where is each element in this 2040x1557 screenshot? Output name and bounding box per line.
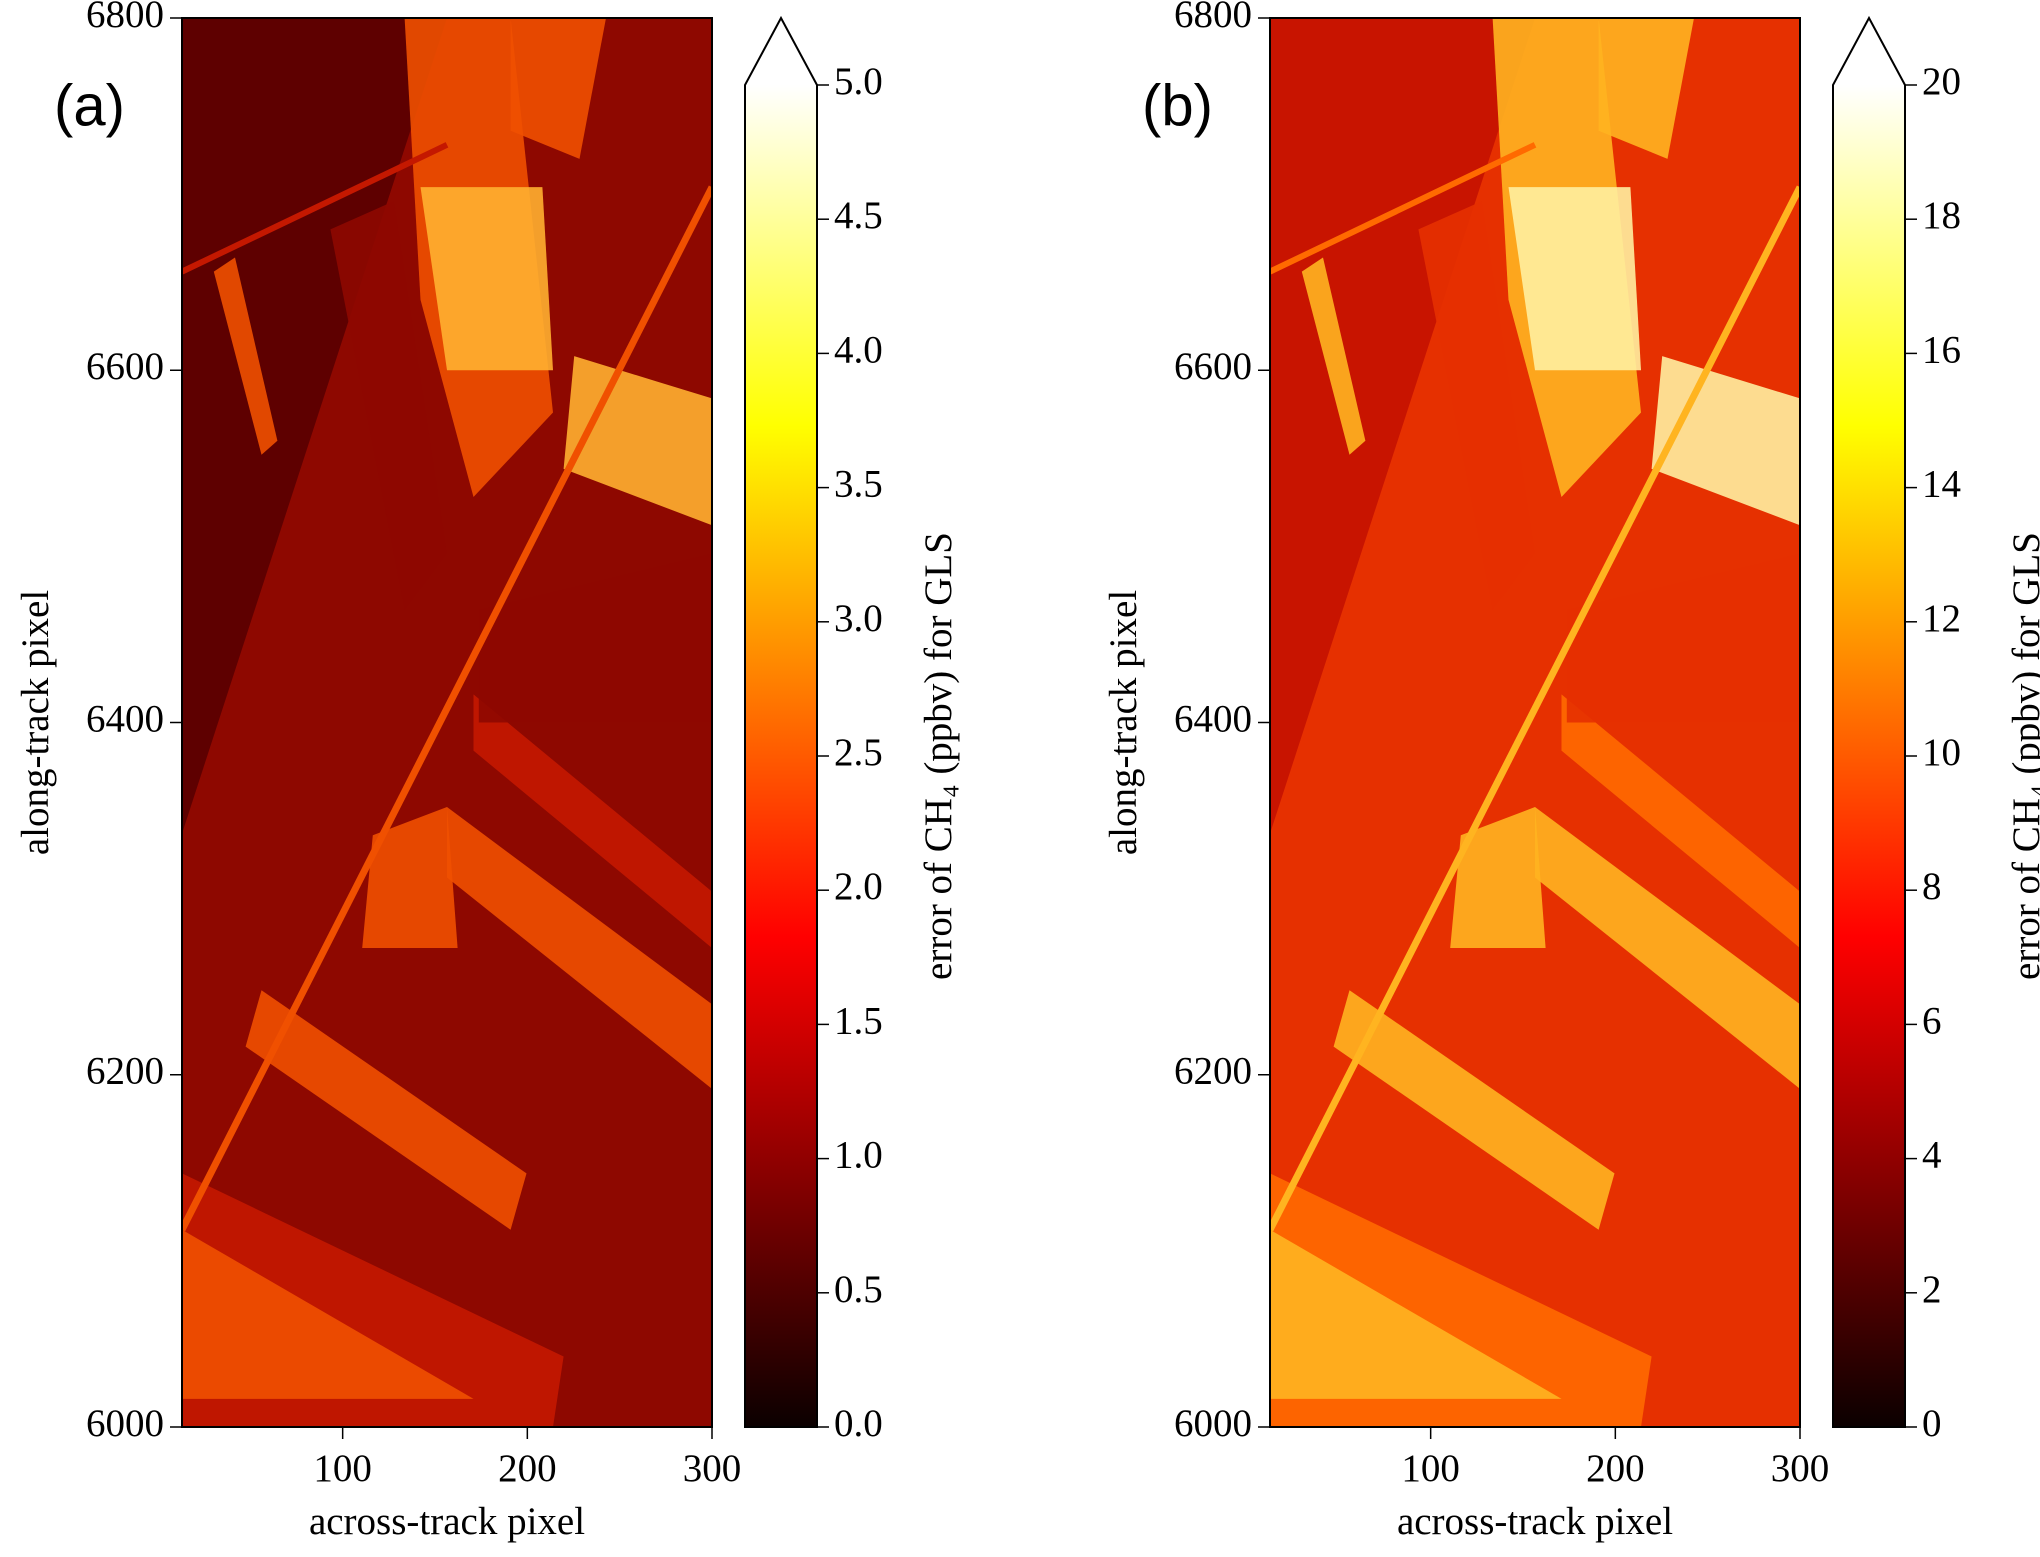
field-texture [478,553,712,723]
colorbar-tick-label: 2 [1922,1268,1942,1311]
road-texture [1270,185,1800,1232]
colorbar-tick-label: 16 [1922,328,1961,371]
road-texture [182,142,449,275]
field-texture [420,187,553,371]
colorbar-tick-label: 0.0 [834,1402,883,1445]
colorbar-tick-label: 6 [1922,999,1942,1042]
y-tick-label: 6000 [86,1402,164,1445]
field-texture [1598,18,1694,159]
colorbar-tick-label: 18 [1922,194,1961,237]
field-texture [1418,201,1535,610]
y-axis-label: along-track pixel [1102,590,1145,855]
x-tick-label: 300 [683,1447,742,1490]
field-texture [473,694,712,948]
field-texture [330,201,447,610]
colorbar-tick-label: 8 [1922,865,1942,908]
y-tick-label: 6400 [86,697,164,740]
heatmap-image [1270,18,1800,1427]
colorbar [745,85,817,1427]
colorbar-tick-label: 4.5 [834,194,883,237]
x-tick-label: 200 [1586,1447,1645,1490]
heatmap-image [182,18,712,1427]
y-axis-label: along-track pixel [14,590,57,855]
colorbar-tick-label: 5.0 [834,60,883,103]
colorbar-label: error of CH₄ (ppbv) for GLS [917,532,960,980]
y-tick-label: 6000 [1174,1402,1252,1445]
colorbar-tick-label: 1.0 [834,1134,883,1177]
field-texture [1561,694,1800,948]
y-tick-label: 6800 [86,0,164,36]
y-tick-label: 6200 [86,1050,164,1093]
colorbar-tick-label: 4 [1922,1134,1942,1177]
road-texture [1270,142,1537,275]
x-tick-label: 100 [313,1447,372,1490]
colorbar-tick-label: 3.5 [834,463,883,506]
y-tick-label: 6200 [1174,1050,1252,1093]
colorbar-tick-label: 3.0 [834,597,883,640]
colorbar-extension [1833,18,1905,85]
field-texture [213,257,278,455]
field-texture [510,18,606,159]
x-axis-label: across-track pixel [1397,1500,1673,1543]
colorbar-tick-label: 14 [1922,463,1961,506]
y-tick-label: 6600 [1174,345,1252,388]
colorbar-label: error of CH₄ (ppbv) for GLS [2005,532,2040,980]
field-texture [1333,990,1615,1230]
panel-label: (b) [1142,73,1213,138]
colorbar-outline [744,15,818,1428]
y-tick-label: 6400 [1174,697,1252,740]
field-texture [362,807,458,948]
colorbar-outline [1832,15,1906,1428]
field-texture [245,990,527,1230]
image-background [1270,18,1535,1075]
field-texture [1450,807,1546,948]
colorbar-tick-label: 20 [1922,60,1961,103]
field-texture [1270,1229,1562,1399]
colorbar-tick-label: 2.5 [834,731,883,774]
colorbar-extension [745,18,817,85]
road-texture [182,185,712,1232]
field-texture [1301,257,1366,455]
colorbar-tick-label: 0 [1922,1402,1942,1445]
y-tick-label: 6600 [86,345,164,388]
image-background [182,18,447,1075]
field-texture [447,807,712,1089]
panel-label: (a) [54,73,125,138]
colorbar-tick-label: 0.5 [834,1268,883,1311]
y-tick-label: 6800 [1174,0,1252,36]
field-texture [182,1229,474,1399]
field-texture [1566,553,1800,723]
x-tick-label: 300 [1771,1447,1830,1490]
colorbar-tick-label: 2.0 [834,865,883,908]
colorbar-tick-label: 4.0 [834,328,883,371]
colorbar-tick-label: 10 [1922,731,1961,774]
x-tick-label: 100 [1401,1447,1460,1490]
colorbar-tick-label: 12 [1922,597,1961,640]
x-tick-label: 200 [498,1447,557,1490]
x-axis-label: across-track pixel [309,1500,585,1543]
field-texture [1508,187,1641,371]
colorbar-tick-label: 1.5 [834,999,883,1042]
field-texture [1535,807,1800,1089]
colorbar [1833,85,1905,1427]
